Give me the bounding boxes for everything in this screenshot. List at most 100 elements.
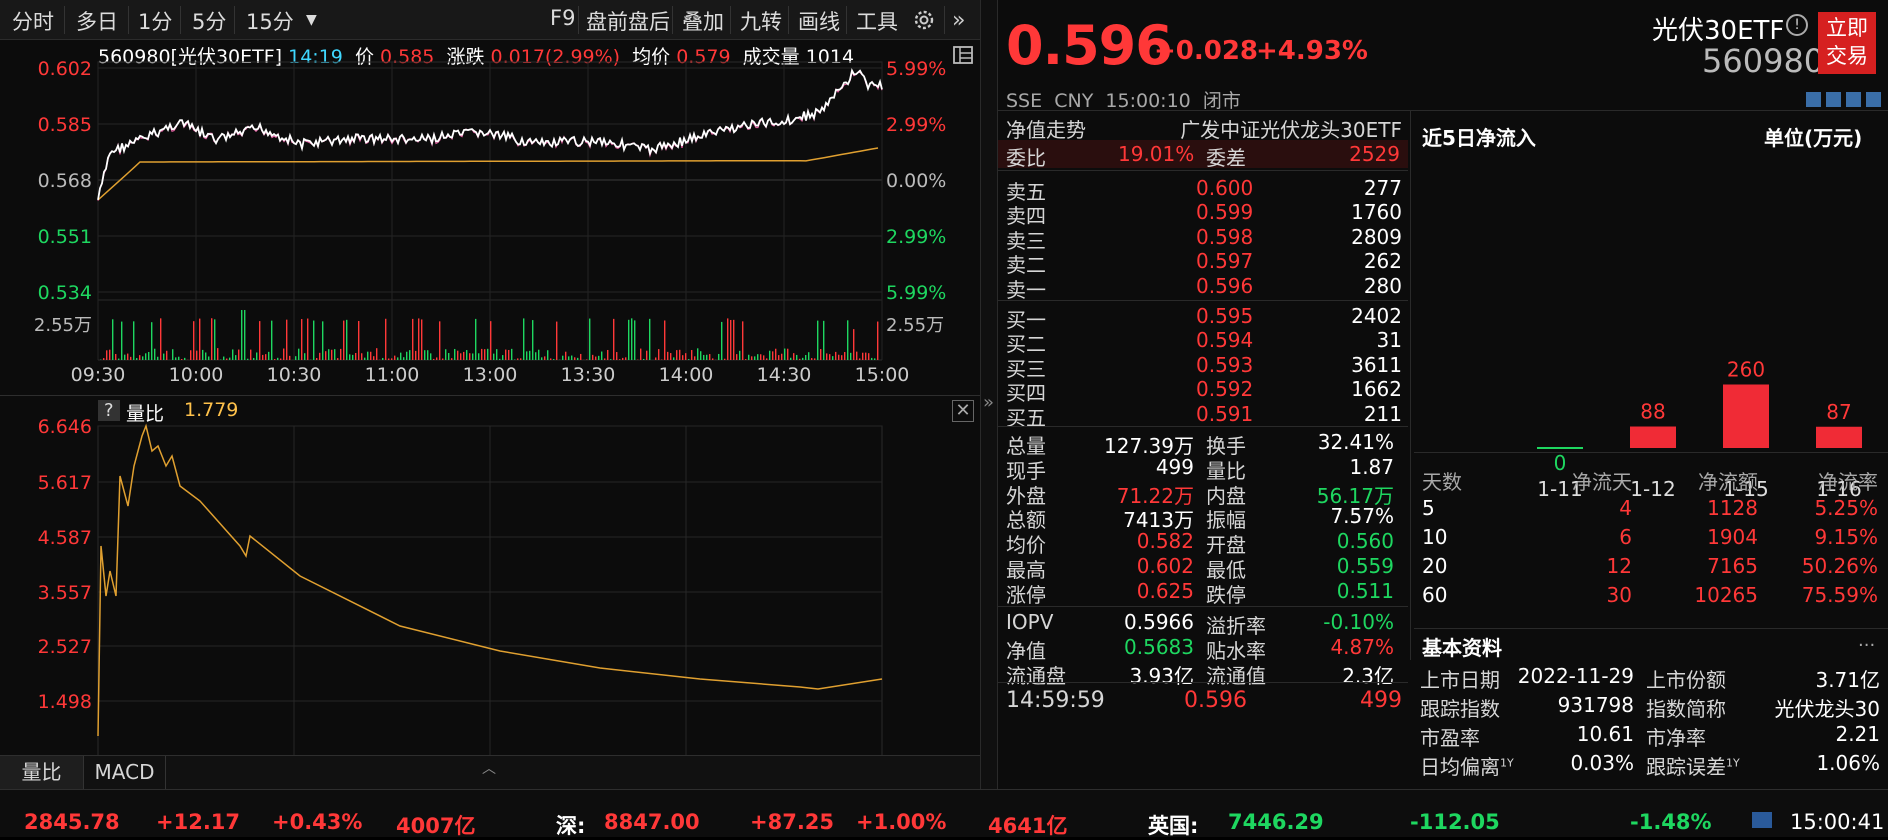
uk-index-change: -112.05 xyxy=(1410,810,1500,834)
volume-bar xyxy=(397,357,398,360)
tab-macd[interactable]: MACD xyxy=(84,756,166,789)
tab-volume-ratio[interactable]: 量比 xyxy=(0,756,84,789)
tools-button[interactable]: 工具 xyxy=(856,6,898,36)
sz-index-value: 8847.00 xyxy=(604,810,700,834)
info-icon[interactable]: ! xyxy=(1786,14,1808,36)
basic-label: 指数简称 xyxy=(1646,693,1726,722)
price-change: +0.028 xyxy=(1154,36,1258,66)
level-volume: 262 xyxy=(1364,249,1402,273)
level-price: 0.593 xyxy=(1196,353,1253,377)
level-price: 0.592 xyxy=(1196,377,1253,401)
volume-bar xyxy=(415,351,416,360)
chart-toolbar: 分时 多日 1分 5分 15分 ▼ F9 盘前盘后 叠加 九转 画线 工具 » xyxy=(0,0,980,40)
volume-bar xyxy=(157,357,158,360)
tab-intraday[interactable]: 分时 xyxy=(12,6,54,36)
flow-cell: 净流天 xyxy=(1572,466,1632,495)
stat-value: 7.57% xyxy=(1288,504,1394,528)
volume-bar xyxy=(448,353,449,360)
volume-bar xyxy=(847,320,848,360)
volume-bar xyxy=(172,349,173,360)
volume-bar xyxy=(337,358,338,360)
volume-bar xyxy=(790,358,791,360)
alert-icon[interactable] xyxy=(1826,92,1841,107)
more-button[interactable]: ... xyxy=(1858,630,1875,651)
sh-index-change: +12.17 xyxy=(156,810,240,834)
stat-value: 0.625 xyxy=(1088,579,1194,603)
volume-bar xyxy=(589,319,590,360)
volume-bar xyxy=(556,322,557,360)
volume-bar xyxy=(820,349,821,360)
x-time-label: 11:00 xyxy=(365,364,420,386)
tab-1min[interactable]: 1分 xyxy=(138,6,172,36)
nine-turn-button[interactable]: 九转 xyxy=(740,6,782,36)
settings-gear-icon[interactable] xyxy=(912,8,936,37)
volume-bar xyxy=(625,357,626,360)
volume-bar xyxy=(424,350,425,360)
tab-5min[interactable]: 5分 xyxy=(192,6,226,36)
y-right-label: 2.99% xyxy=(886,114,946,136)
window-icon[interactable] xyxy=(1846,92,1861,107)
uk-index-value: 7446.29 xyxy=(1228,810,1324,834)
volume-bar xyxy=(547,350,548,360)
panel-collapse-bar[interactable]: » xyxy=(980,0,998,789)
period-dropdown-icon[interactable]: ▼ xyxy=(306,12,317,28)
volume-bar xyxy=(373,356,374,360)
nav-value: 3.93亿 xyxy=(1088,660,1194,689)
volume-bar xyxy=(460,353,461,360)
volume-bar xyxy=(160,318,161,360)
volume-bar xyxy=(838,355,839,360)
volume-bar xyxy=(256,352,257,360)
tab-15min[interactable]: 15分 xyxy=(246,6,294,36)
collapse-chevron-icon[interactable]: » xyxy=(983,392,994,413)
volume-bar xyxy=(814,358,815,360)
inflow-value: 0 xyxy=(1554,451,1567,475)
volume-bar xyxy=(286,320,287,360)
stat-value: 499 xyxy=(1088,455,1194,479)
stat-value: 1.87 xyxy=(1288,455,1394,479)
fund-code: 560980 xyxy=(1702,42,1824,80)
volume-bar xyxy=(643,359,644,360)
volume-bar xyxy=(382,358,383,360)
expand-up-icon[interactable]: ︿ xyxy=(482,758,496,778)
volume-bar xyxy=(295,356,296,360)
volume-bar xyxy=(580,354,581,360)
trade-now-button[interactable]: 立即 交易 xyxy=(1818,12,1876,74)
draw-line-button[interactable]: 画线 xyxy=(798,6,840,36)
volume-bar xyxy=(688,359,689,360)
y-ratio-label: 3.557 xyxy=(38,582,92,604)
volume-bar xyxy=(691,350,692,360)
volume-bar xyxy=(241,310,242,360)
volume-bar xyxy=(640,349,641,360)
volume-bar xyxy=(283,349,284,360)
volume-bar xyxy=(604,358,605,360)
flow-cell: 4 xyxy=(1619,496,1632,520)
edit-icon[interactable] xyxy=(1806,92,1821,107)
volume-bar xyxy=(724,359,725,360)
y-right-label: 2.99% xyxy=(886,226,946,248)
volume-bar xyxy=(121,322,122,360)
volume-bar xyxy=(598,356,599,360)
premarket-button[interactable]: 盘前盘后 xyxy=(586,6,670,36)
overlay-button[interactable]: 叠加 xyxy=(682,6,724,36)
volume-bar xyxy=(682,355,683,360)
x-time-label: 10:00 xyxy=(169,364,224,386)
volume-bar xyxy=(694,356,695,360)
indicator-tabs: 量比 MACD ︿ xyxy=(0,755,980,789)
volume-bar xyxy=(607,350,608,360)
volume-bar xyxy=(628,320,629,360)
double-chevron-right-icon[interactable]: » xyxy=(952,8,965,33)
volume-bar xyxy=(103,358,104,360)
volume-bar xyxy=(190,350,191,360)
inflow-value: 87 xyxy=(1826,400,1851,424)
volume-bar xyxy=(466,350,467,360)
f9-button[interactable]: F9 xyxy=(550,6,575,30)
news-icon[interactable] xyxy=(1752,812,1772,828)
volume-bar xyxy=(739,351,740,360)
tab-multiday[interactable]: 多日 xyxy=(76,6,118,36)
volume-bar xyxy=(877,322,878,360)
volume-bar xyxy=(484,349,485,360)
volume-bar xyxy=(367,352,368,360)
volume-bar xyxy=(586,359,587,360)
volume-bar xyxy=(517,358,518,360)
add-icon[interactable] xyxy=(1866,92,1881,107)
